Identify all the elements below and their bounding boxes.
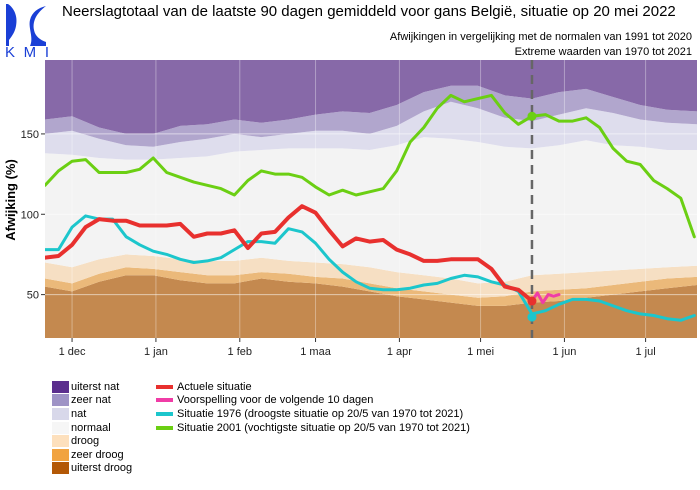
legend-item-series: Situatie 1976 (droogste situatie op 20/5… [156,407,470,421]
legend-line-swatch [156,425,173,430]
current-point-actuele-situatie [527,296,537,306]
x-tick-label: 1 mei [467,346,494,358]
band-droog [45,254,697,298]
logo-wave-right-icon [29,6,46,46]
current-point-situatie-1976 [527,312,537,322]
legend-label: nat [71,407,87,420]
legend-item-series: Situatie 2001 (vochtigste situatie op 20… [156,421,470,435]
y-tick-label: 150 [21,129,39,141]
x-tick-label: 1 jan [144,346,168,358]
legend-label: Situatie 2001 (vochtigste situatie op 20… [177,421,470,434]
chart-subtitle-normals: Afwijkingen in vergelijking met de norma… [389,31,692,43]
chart-title: Neerslagtotaal van de laatste 90 dagen g… [62,3,676,20]
legend-swatch [52,421,69,434]
series-line-actual [45,204,534,303]
legend-line-swatch [156,398,173,403]
legend-series: Actuele situatie Voorspelling voor de vol… [156,380,470,434]
kmi-logo: KMI [5,4,49,58]
band-normaal [45,137,697,284]
legend-label: uiterst droog [71,462,133,475]
logo-wave-left-icon [6,4,17,46]
band-nat [45,101,697,160]
legend-swatch [52,462,69,475]
legend-label: Voorspelling voor de volgende 10 dagen [177,394,374,407]
legend-categories: uiterst nat zeer nat nat normaal droog zeer d… [52,380,132,475]
legend-label: uiterst nat [71,380,120,393]
gridlines [45,60,697,338]
legend-label: Situatie 1976 (droogste situatie op 20/5… [177,407,464,420]
y-tick-label: 100 [21,209,39,221]
legend-swatch [52,448,69,461]
y-axis-label: Afwijking (%) [3,159,18,241]
legend-line-swatch [156,411,173,416]
series-lines [45,60,696,338]
x-tick-label: 1 feb [228,346,252,358]
band-zeer-nat [45,85,697,147]
legend-label: zeer nat [71,394,111,407]
legend-swatch [52,407,69,420]
series-line-forecast [530,291,561,305]
legend-item-normaal: normaal [52,421,132,435]
x-tick-label: 1 jul [636,346,656,358]
x-tick-label: 1 maa [300,346,331,358]
chart-subtitle-extremes: Extreme waarden van 1970 tot 2021 [514,46,692,58]
current-point-situatie-2001 [527,111,537,121]
band-uiterst-nat [45,60,697,134]
legend-item-uiterst-nat: uiterst nat [52,380,132,394]
legend-item-droog: droog [52,434,132,448]
legend-item-series: Voorspelling voor de volgende 10 dagen [156,394,470,408]
category-bands [45,60,697,338]
legend-label: droog [71,435,100,448]
legend-item-uiterst-droog: uiterst droog [52,462,132,476]
legend-line-swatch [156,384,173,389]
band-uiterst-droog [45,275,697,338]
series-line-2001 [45,93,696,239]
x-tick-label: 1 jun [553,346,577,358]
legend-item-series: Actuele situatie [156,380,470,394]
legend-item-zeer-nat: zeer nat [52,394,132,408]
legend-swatch [52,394,69,407]
legend-swatch [52,380,69,393]
legend-label: normaal [71,421,111,434]
legend-item-nat: nat [52,407,132,421]
y-tick-label: 50 [27,290,39,302]
legend-item-zeer-droog: zeer droog [52,448,132,462]
legend-label: Actuele situatie [177,380,252,393]
x-tick-label: 1 dec [59,346,86,358]
x-tick-label: 1 apr [387,346,412,358]
series-line-1976 [45,214,696,322]
legend-label: zeer droog [71,448,124,461]
axes: 50 100 150 1 dec 1 jan 1 feb 1 maa 1 apr 1 mei 1 … [21,129,656,358]
chart: 50 100 150 1 dec 1 jan 1 feb 1 maa 1 apr 1 mei 1 … [3,60,697,358]
legend-swatch [52,435,69,448]
